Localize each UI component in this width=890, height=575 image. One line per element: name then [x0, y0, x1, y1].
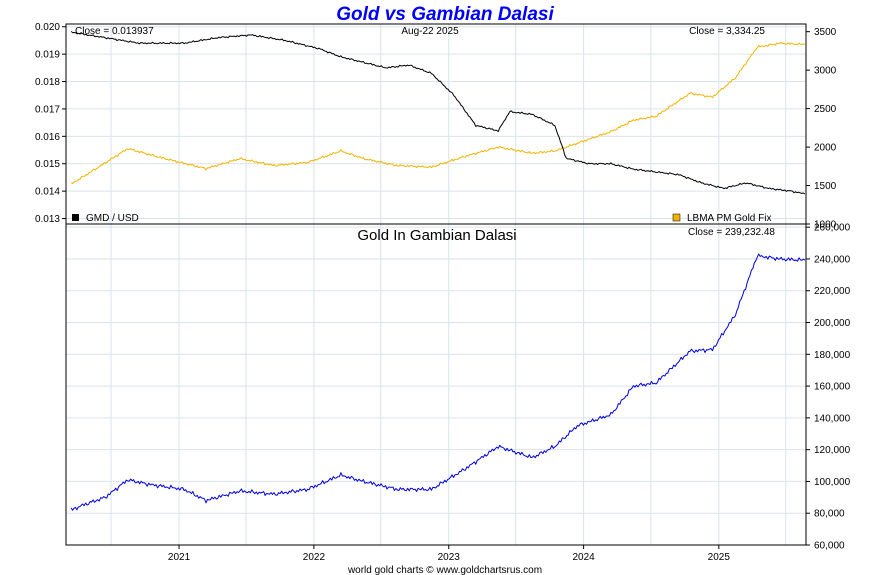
bottom-panel-series: [70, 253, 806, 511]
bottom-panel-title: Gold In Gambian Dalasi: [357, 227, 516, 244]
bottom-right-tick-label: 160,000: [814, 382, 851, 393]
gold-price-line: [70, 41, 806, 184]
bottom-right-tick-label: 100,000: [814, 477, 851, 488]
gold-in-gmd-line: [70, 253, 806, 511]
right-tick-label: 3500: [814, 27, 837, 38]
bottom-right-tick-label: 180,000: [814, 350, 851, 361]
gmd-legend-swatch: [72, 214, 79, 221]
x-axis-ticks: 2021 2022 2023 2024 2025: [168, 545, 730, 563]
bottom-close-label: Close = 239,232.48: [688, 227, 775, 238]
gold-close-label: Close = 3,334.25: [689, 26, 765, 37]
left-tick-label: 0.013: [35, 214, 60, 225]
gold-legend-swatch: [672, 213, 681, 222]
right-tick-label: 1500: [814, 181, 837, 192]
gmd-usd-line: [70, 30, 806, 195]
left-tick-label: 0.016: [35, 132, 60, 143]
bottom-right-tick-label: 80,000: [814, 509, 845, 520]
bottom-right-tick-label: 140,000: [814, 413, 851, 424]
right-tick-label: 3000: [814, 66, 837, 77]
top-panel-series: [70, 30, 806, 195]
bottom-right-tick-label: 120,000: [814, 445, 851, 456]
left-tick-label: 0.018: [35, 77, 60, 88]
gmd-legend-label: GMD / USD: [86, 213, 139, 224]
right-tick-label: 2000: [814, 143, 837, 154]
gold-legend-label: LBMA PM Gold Fix: [687, 213, 771, 224]
top-panel-grid: [66, 24, 806, 224]
bottom-right-tick-label: 60,000: [814, 541, 845, 552]
right-tick-label: 1000: [814, 220, 837, 231]
left-tick-label: 0.020: [35, 22, 60, 33]
left-tick-label: 0.015: [35, 159, 60, 170]
bottom-right-tick-label: 240,000: [814, 254, 851, 265]
bottom-panel-grid: [66, 224, 806, 545]
top-left-axis-ticks: 0.020 0.019 0.018 0.017 0.016 0.015 0.014 0.013: [35, 22, 66, 225]
chart-title: Gold vs Gambian Dalasi: [336, 4, 554, 25]
bottom-panel-frame: [65, 223, 807, 546]
x-tick-label: 2023: [438, 552, 461, 563]
x-tick-label: 2024: [572, 552, 595, 563]
left-tick-label: 0.019: [35, 50, 60, 61]
bottom-right-tick-label: 200,000: [814, 318, 851, 329]
left-tick-label: 0.014: [35, 187, 60, 198]
footer-credit: world gold charts © www.goldchartsrus.co…: [347, 565, 542, 575]
x-tick-label: 2025: [708, 552, 731, 563]
bottom-right-tick-label: 260,000: [814, 223, 851, 234]
top-right-axis-ticks: 3500 3000 2500 2000 1500 1000: [806, 27, 837, 231]
bottom-right-axis-ticks: 260,000 240,000 220,000 200,000 180,000 160,0…: [806, 223, 851, 552]
x-tick-label: 2022: [303, 552, 326, 563]
left-tick-label: 0.017: [35, 104, 60, 115]
bottom-right-tick-label: 220,000: [814, 286, 851, 297]
x-tick-label: 2021: [168, 552, 191, 563]
gmd-close-label: Close = 0.013937: [75, 26, 154, 37]
right-tick-label: 2500: [814, 104, 837, 115]
date-label: Aug-22 2025: [401, 26, 459, 37]
